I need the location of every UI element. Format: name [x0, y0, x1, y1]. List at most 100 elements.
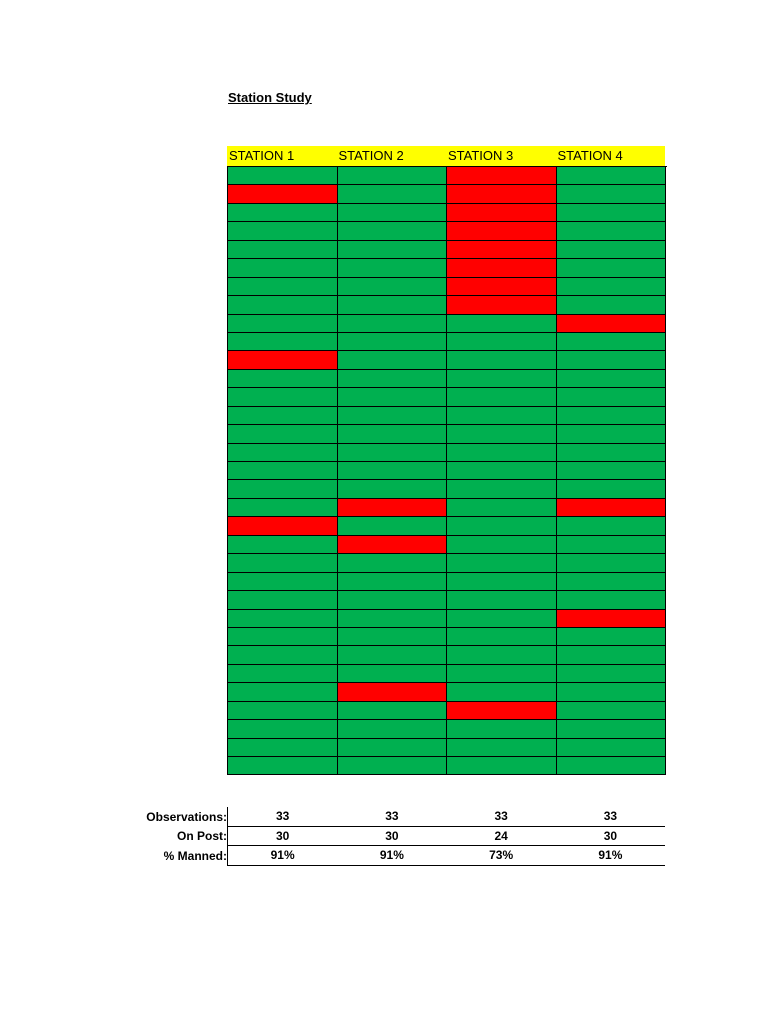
summary-row-percent-manned: % Manned: 91% 91% 73% 91%	[120, 846, 666, 866]
on-post-cell	[228, 664, 338, 684]
on-post-cell	[228, 498, 338, 518]
on-post-cell	[228, 259, 338, 278]
on-post-cell	[556, 277, 666, 297]
on-post-cell	[337, 185, 447, 204]
summary-row-on-post: On Post: 30 30 24 30	[120, 826, 666, 846]
on-post-cell	[337, 296, 447, 315]
off-post-cell	[447, 167, 557, 186]
on-post-cell	[337, 203, 447, 223]
on-post-cell	[228, 646, 338, 665]
on-post-cell	[337, 646, 447, 665]
off-post-cell	[447, 701, 557, 721]
on-post-cell	[228, 683, 338, 702]
on-post-cell	[228, 738, 338, 757]
on-post-cell	[337, 609, 447, 628]
on-post-cell	[337, 720, 447, 739]
on-post-cell	[228, 591, 338, 610]
on-post-cell	[228, 425, 338, 444]
on-post-cell	[556, 185, 666, 204]
on-post-cell	[447, 664, 557, 684]
on-post-cell	[337, 480, 447, 499]
on-post-cell	[337, 369, 447, 389]
page-title: Station Study	[228, 90, 312, 105]
on-post-cell	[337, 314, 447, 333]
on-post-cell	[228, 609, 338, 628]
on-post-cell	[447, 738, 557, 757]
on-post-cell	[447, 627, 557, 647]
on-post-cell	[228, 388, 338, 407]
on-post-cell	[556, 462, 666, 481]
on-post-cell	[228, 240, 338, 260]
off-post-cell	[447, 277, 557, 297]
on-post-cell	[337, 167, 447, 186]
off-post-cell	[447, 203, 557, 223]
on-post-cell	[337, 332, 447, 352]
on-post-cell	[447, 462, 557, 481]
on-post-cell	[447, 720, 557, 739]
on-post-cell	[228, 406, 338, 426]
on-post-cell	[337, 240, 447, 260]
on-post-cell	[337, 517, 447, 536]
on-post-cell	[337, 591, 447, 610]
on-post-cell	[447, 351, 557, 370]
on-post-cell	[556, 683, 666, 702]
on-post-cell	[337, 572, 447, 592]
summary-value: 33	[494, 809, 508, 823]
on-post-cell	[228, 462, 338, 481]
on-post-cell	[556, 388, 666, 407]
on-post-cell	[337, 757, 447, 776]
off-post-cell	[447, 222, 557, 241]
on-post-cell	[556, 443, 666, 462]
summary-value: 91%	[270, 848, 295, 862]
on-post-cell	[556, 701, 666, 721]
on-post-cell	[228, 572, 338, 592]
on-post-cell	[556, 627, 666, 647]
on-post-cell	[447, 332, 557, 352]
on-post-cell	[337, 627, 447, 647]
on-post-cell	[556, 425, 666, 444]
off-post-cell	[447, 296, 557, 315]
on-post-cell	[447, 314, 557, 333]
on-post-cell	[556, 646, 666, 665]
on-post-cell	[447, 517, 557, 536]
on-post-cell	[556, 240, 666, 260]
on-post-cell	[228, 314, 338, 333]
off-post-cell	[447, 185, 557, 204]
off-post-cell	[556, 609, 666, 628]
on-post-cell	[228, 222, 338, 241]
on-post-cell	[556, 535, 666, 555]
on-post-cell	[556, 259, 666, 278]
summary-value: 24	[494, 828, 508, 843]
on-post-cell	[556, 296, 666, 315]
summary-table: Observations: 33 33 33 33 On Post: 30 30…	[120, 807, 666, 866]
off-post-cell	[447, 240, 557, 260]
summary-value: 30	[275, 828, 290, 843]
on-post-cell	[447, 535, 557, 555]
on-post-cell	[337, 554, 447, 573]
on-post-cell	[447, 388, 557, 407]
summary-value: 33	[603, 809, 618, 823]
off-post-cell	[228, 185, 338, 204]
on-post-cell	[228, 332, 338, 352]
on-post-cell	[556, 591, 666, 610]
observation-grid	[227, 166, 667, 776]
on-post-cell	[228, 369, 338, 389]
on-post-cell	[447, 572, 557, 592]
off-post-cell	[556, 498, 666, 518]
on-post-cell	[337, 425, 447, 444]
on-post-cell	[556, 720, 666, 739]
on-post-cell	[556, 222, 666, 241]
on-post-cell	[228, 757, 338, 776]
on-post-cell	[447, 425, 557, 444]
on-post-cell	[337, 351, 447, 370]
summary-value: 33	[275, 809, 290, 823]
off-post-cell	[337, 683, 447, 702]
summary-value: 30	[385, 828, 399, 843]
summary-label: On Post:	[177, 829, 227, 844]
summary-value: 91%	[379, 848, 404, 862]
on-post-cell	[556, 738, 666, 757]
header-station-2: STATION 2	[338, 148, 404, 163]
summary-value: 91%	[598, 848, 623, 862]
on-post-cell	[228, 296, 338, 315]
on-post-cell	[447, 609, 557, 628]
